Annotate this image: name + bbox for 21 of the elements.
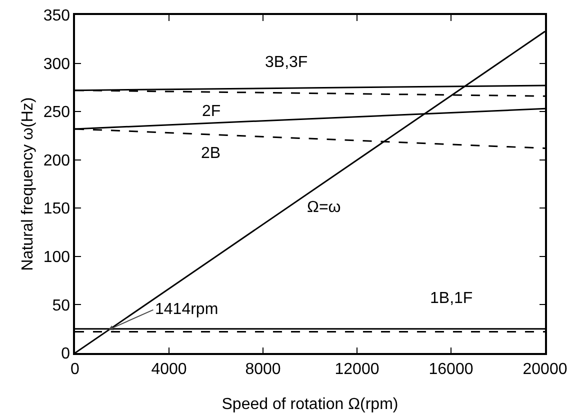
x-tick-label: 16000 bbox=[428, 360, 474, 378]
annotation: 3B,3F bbox=[265, 54, 308, 71]
y-tick-label: 150 bbox=[43, 200, 70, 218]
annotation: 1B,1F bbox=[430, 290, 473, 307]
y-tick-label: 250 bbox=[43, 104, 70, 122]
annotation: 1414rpm bbox=[155, 301, 218, 318]
annotation: 2F bbox=[202, 103, 221, 120]
y-tick-label: 100 bbox=[43, 249, 70, 266]
x-tick-label: 12000 bbox=[334, 360, 380, 378]
y-tick-label: 200 bbox=[43, 152, 70, 170]
annotation: 2B bbox=[201, 145, 221, 162]
x-axis-title: Speed of rotation Ω(rpm) bbox=[222, 396, 398, 413]
y-tick-label: 0 bbox=[61, 346, 70, 363]
y-axis-title: Natural frequency ω(Hz) bbox=[20, 97, 36, 271]
x-tick-label: 20000 bbox=[522, 360, 568, 378]
y-tick-label: 300 bbox=[43, 56, 70, 73]
y-tick-label: 350 bbox=[43, 8, 70, 25]
x-tick-label: 4000 bbox=[151, 360, 187, 378]
x-tick-label: 8000 bbox=[245, 360, 281, 378]
annotation: Ω=ω bbox=[307, 199, 341, 216]
y-tick-label: 50 bbox=[52, 297, 70, 314]
